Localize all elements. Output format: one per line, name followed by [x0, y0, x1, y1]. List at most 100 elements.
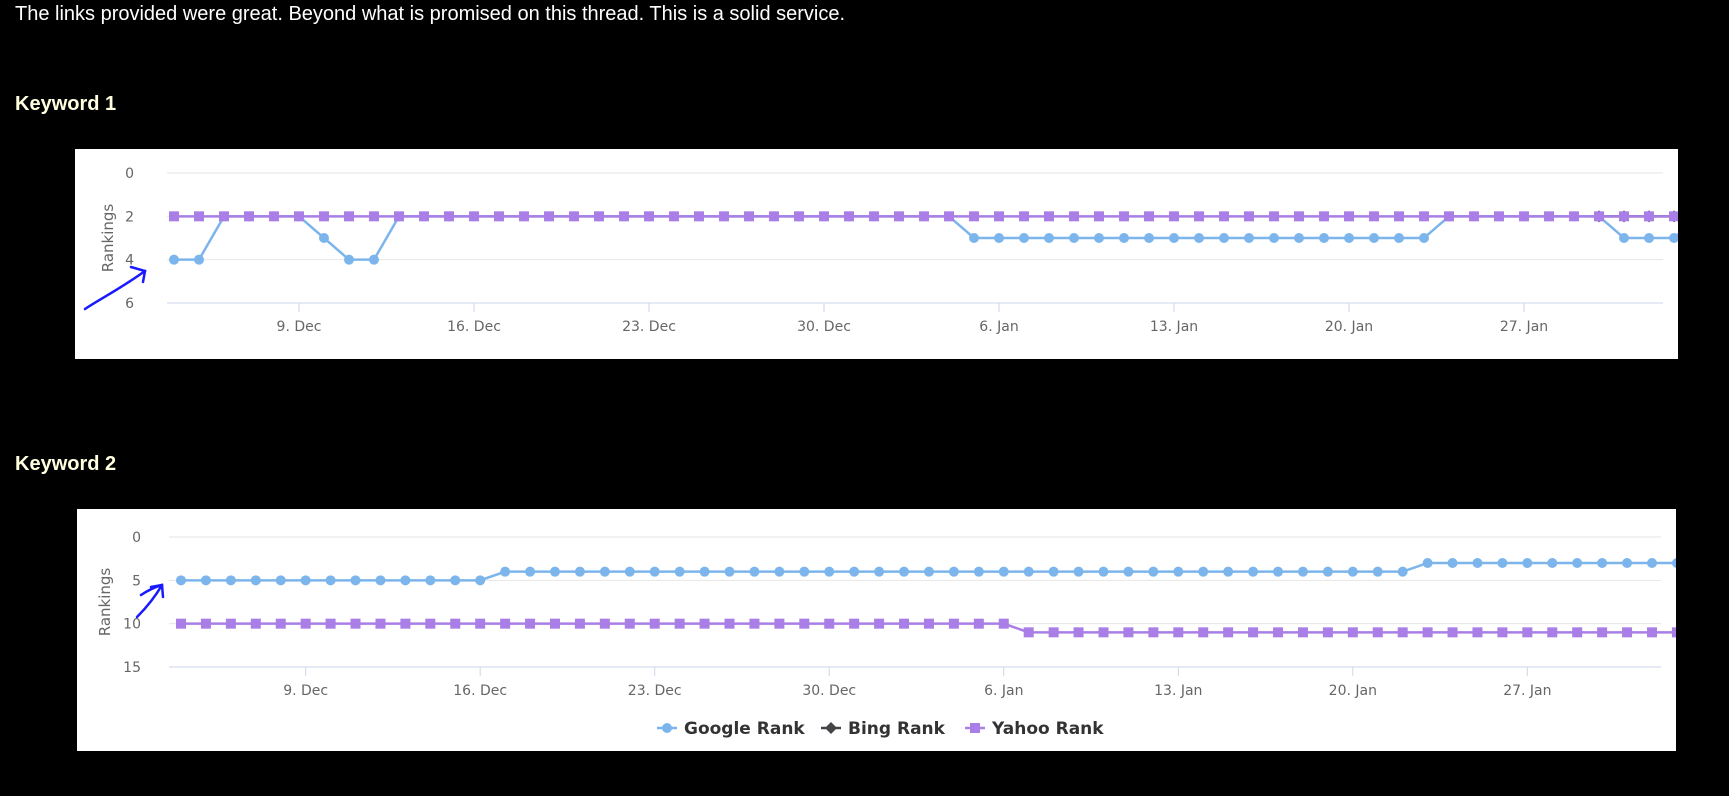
- data-point: [1671, 627, 1676, 638]
- data-point: [1444, 211, 1454, 222]
- data-point: [594, 211, 604, 222]
- data-point: [824, 566, 835, 577]
- data-point: [375, 575, 386, 586]
- data-point: [699, 618, 710, 629]
- x-tick-label: 27. Jan: [1500, 319, 1548, 335]
- data-point: [969, 233, 979, 243]
- data-point: [1169, 233, 1179, 243]
- data-point: [1622, 558, 1633, 568]
- data-point: [549, 618, 560, 629]
- y-tick-label: 4: [125, 253, 134, 269]
- data-point: [525, 618, 536, 629]
- legend-label: Google Rank: [684, 719, 805, 739]
- x-tick-label: 13. Jan: [1150, 319, 1198, 335]
- data-point: [1244, 211, 1254, 222]
- data-point: [923, 618, 934, 629]
- series-line: [174, 215, 1678, 261]
- data-point: [194, 254, 204, 265]
- data-point: [1148, 566, 1159, 577]
- data-point: [1194, 211, 1204, 222]
- data-point: [1344, 211, 1354, 222]
- data-point: [1123, 627, 1134, 638]
- data-point: [1173, 566, 1184, 577]
- data-point: [1148, 627, 1159, 638]
- data-point: [400, 618, 411, 629]
- data-point: [644, 211, 654, 222]
- data-point: [1023, 566, 1034, 577]
- legend-marker-icon: [825, 722, 837, 734]
- data-point: [799, 566, 810, 577]
- data-point: [1369, 211, 1379, 222]
- y-tick-label: 5: [132, 573, 141, 589]
- data-point: [794, 211, 804, 222]
- data-point: [350, 618, 361, 629]
- data-point: [899, 618, 910, 629]
- data-point: [944, 211, 954, 222]
- data-point: [1069, 233, 1079, 243]
- data-point: [200, 618, 211, 629]
- data-point: [1544, 211, 1554, 222]
- data-point: [1244, 233, 1254, 243]
- data-point: [1322, 566, 1333, 577]
- data-point: [1619, 233, 1629, 243]
- data-point: [994, 211, 1004, 222]
- data-point: [744, 211, 754, 222]
- data-point: [774, 618, 785, 629]
- data-point: [1519, 211, 1529, 222]
- x-tick-label: 6. Jan: [984, 683, 1023, 699]
- data-point: [494, 211, 504, 222]
- data-point: [1594, 211, 1604, 222]
- data-point: [998, 566, 1009, 577]
- data-point: [1098, 566, 1109, 577]
- data-point: [674, 566, 685, 577]
- data-point: [624, 566, 635, 577]
- data-point: [176, 575, 186, 586]
- data-point: [1397, 627, 1408, 638]
- keyword-2-heading: Keyword 2: [15, 453, 117, 475]
- annotation-stroke: [83, 269, 147, 311]
- data-point: [948, 618, 959, 629]
- data-point: [923, 566, 934, 577]
- data-point: [200, 575, 211, 586]
- data-point: [1572, 627, 1583, 638]
- annotation-stroke: [129, 265, 147, 284]
- keyword-1-chart-svg: 0 2 4 6 Rankings 9. Dec 16. Dec 23. Dec 30. Dec 6…: [83, 166, 1678, 335]
- data-point: [1422, 558, 1433, 568]
- data-point: [369, 254, 379, 265]
- data-point: [444, 211, 454, 222]
- data-point: [1094, 211, 1104, 222]
- data-point: [1622, 627, 1633, 638]
- data-point: [225, 575, 236, 586]
- data-point: [300, 618, 311, 629]
- y-tick-label: 0: [125, 166, 134, 182]
- data-point: [574, 618, 585, 629]
- x-tick-label: 27. Jan: [1503, 683, 1551, 699]
- data-point: [244, 211, 254, 222]
- data-point: [1569, 211, 1579, 222]
- data-point: [475, 575, 486, 586]
- data-point: [899, 566, 910, 577]
- data-point: [998, 618, 1009, 629]
- data-point: [749, 618, 760, 629]
- data-point: [1073, 566, 1084, 577]
- legend-marker-icon: [662, 723, 672, 733]
- x-tick-label: 23. Dec: [628, 683, 682, 699]
- chart-legend: Google Rank Bing Rank Yahoo Rank: [657, 719, 1104, 739]
- data-point: [544, 211, 554, 222]
- data-point: [719, 211, 729, 222]
- data-point: [294, 211, 304, 222]
- data-point: [1294, 211, 1304, 222]
- data-point: [749, 566, 760, 577]
- grid-lines: [169, 536, 1661, 668]
- data-point: [1447, 558, 1458, 568]
- data-point: [1297, 566, 1308, 577]
- data-point: [1119, 211, 1129, 222]
- data-point: [849, 566, 860, 577]
- data-point: [1397, 566, 1408, 577]
- data-point: [569, 211, 579, 222]
- data-point: [1023, 627, 1034, 638]
- data-point: [1173, 627, 1184, 638]
- data-point: [176, 618, 186, 629]
- data-point: [269, 211, 279, 222]
- x-tick-label: 20. Jan: [1329, 683, 1377, 699]
